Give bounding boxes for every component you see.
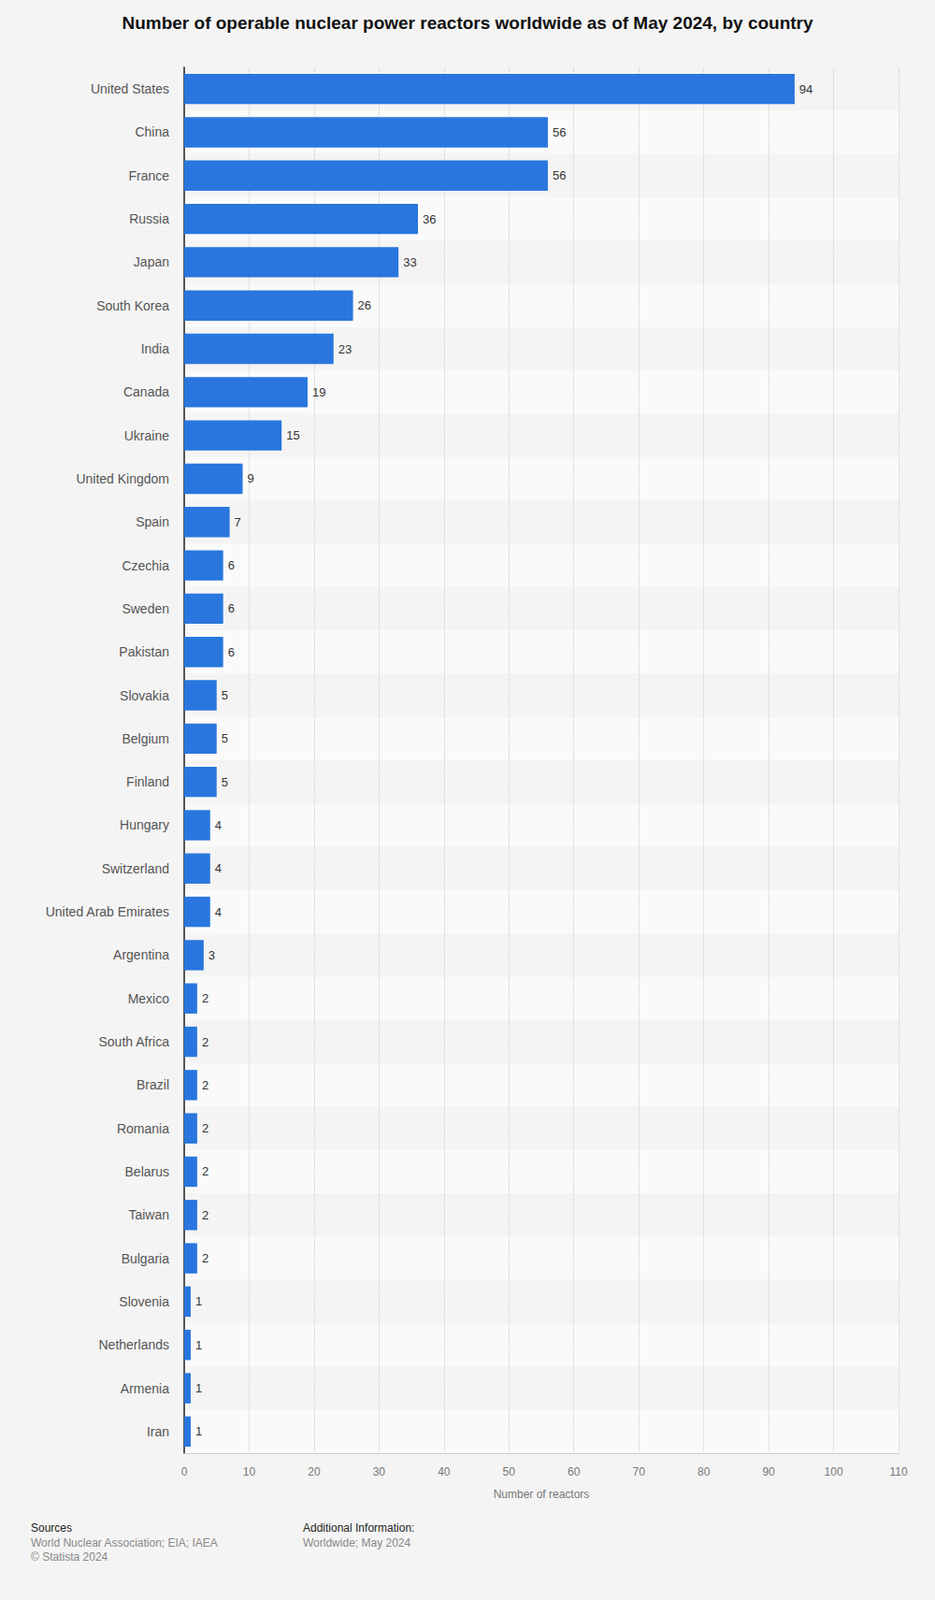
svg-text:90: 90 (762, 1465, 776, 1479)
svg-text:South Africa: South Africa (99, 1034, 171, 1050)
svg-text:Worldwide; May 2024: Worldwide; May 2024 (302, 1536, 411, 1550)
svg-text:Hungary: Hungary (119, 817, 170, 833)
svg-text:7: 7 (234, 515, 242, 530)
svg-text:2: 2 (201, 1251, 209, 1266)
svg-text:23: 23 (338, 342, 352, 357)
svg-text:Russia: Russia (129, 211, 170, 227)
svg-text:2: 2 (201, 1035, 209, 1050)
svg-text:Japan: Japan (133, 254, 170, 270)
svg-text:19: 19 (312, 385, 326, 400)
svg-text:2: 2 (201, 1121, 209, 1136)
svg-text:1: 1 (195, 1380, 202, 1396)
svg-text:40: 40 (437, 1465, 451, 1479)
svg-text:30: 30 (373, 1465, 387, 1479)
svg-text:France: France (128, 168, 170, 184)
svg-text:26: 26 (358, 298, 372, 313)
svg-text:© Statista 2024: © Statista 2024 (30, 1550, 109, 1564)
svg-text:Canada: Canada (123, 384, 170, 400)
svg-text:9: 9 (247, 471, 255, 486)
svg-text:94: 94 (799, 82, 813, 97)
svg-text:Number of reactors: Number of reactors (493, 1487, 590, 1501)
svg-text:Armenia: Armenia (120, 1380, 170, 1396)
svg-text:Switzerland: Switzerland (101, 861, 170, 877)
svg-text:Additional Information:: Additional Information: (302, 1521, 415, 1535)
svg-text:0: 0 (181, 1465, 188, 1479)
svg-text:5: 5 (221, 775, 229, 790)
svg-text:India: India (141, 341, 171, 357)
svg-text:10: 10 (243, 1465, 257, 1479)
svg-text:70: 70 (632, 1465, 647, 1479)
svg-text:33: 33 (402, 255, 417, 270)
svg-text:56: 56 (552, 168, 566, 183)
svg-text:2: 2 (201, 1164, 209, 1179)
svg-text:Czechia: Czechia (121, 558, 170, 574)
svg-text:1: 1 (195, 1337, 202, 1353)
svg-text:World Nuclear Association; EIA: World Nuclear Association; EIA; IAEA (30, 1536, 218, 1550)
svg-text:Slovakia: Slovakia (119, 688, 170, 704)
svg-text:United States: United States (90, 81, 170, 97)
svg-text:5: 5 (221, 688, 229, 703)
svg-text:100: 100 (824, 1465, 844, 1479)
svg-text:Finland: Finland (126, 774, 170, 790)
svg-text:Netherlands: Netherlands (99, 1337, 171, 1353)
svg-text:1: 1 (195, 1424, 202, 1439)
svg-text:Romania: Romania (116, 1121, 170, 1137)
svg-text:Ukraine: Ukraine (124, 428, 170, 444)
svg-text:Pakistan: Pakistan (118, 644, 170, 660)
svg-text:110: 110 (889, 1465, 907, 1479)
svg-text:Belgium: Belgium (121, 731, 170, 747)
svg-text:6: 6 (228, 558, 235, 573)
svg-text:50: 50 (503, 1465, 517, 1479)
svg-text:36: 36 (422, 212, 436, 227)
svg-text:Spain: Spain (135, 514, 170, 530)
svg-text:Brazil: Brazil (136, 1077, 170, 1093)
svg-text:80: 80 (697, 1465, 711, 1479)
svg-text:Sources: Sources (30, 1521, 72, 1535)
svg-text:60: 60 (567, 1465, 581, 1479)
svg-text:56: 56 (552, 125, 566, 140)
svg-text:20: 20 (307, 1465, 321, 1479)
svg-text:Argentina: Argentina (113, 947, 170, 963)
svg-text:Belarus: Belarus (125, 1164, 170, 1180)
svg-text:4: 4 (215, 905, 222, 920)
svg-text:3: 3 (208, 948, 216, 963)
svg-text:4: 4 (215, 861, 222, 876)
svg-text:China: China (134, 124, 170, 140)
svg-text:4: 4 (215, 818, 222, 833)
svg-text:2: 2 (201, 991, 209, 1006)
svg-text:1: 1 (195, 1294, 202, 1309)
svg-text:Bulgaria: Bulgaria (121, 1251, 171, 1266)
svg-text:5: 5 (221, 731, 229, 746)
svg-text:Mexico: Mexico (128, 991, 171, 1007)
svg-text:South Korea: South Korea (96, 298, 170, 314)
svg-text:15: 15 (286, 428, 300, 443)
svg-text:United Arab Emirates: United Arab Emirates (45, 904, 170, 920)
svg-text:6: 6 (228, 601, 235, 616)
svg-text:Sweden: Sweden (121, 601, 170, 617)
svg-text:United Kingdom: United Kingdom (75, 471, 170, 487)
svg-text:Iran: Iran (146, 1424, 170, 1439)
svg-text:Number of operable nuclear pow: Number of operable nuclear power reactor… (121, 13, 814, 33)
svg-text:2: 2 (201, 1208, 209, 1223)
svg-text:Taiwan: Taiwan (128, 1207, 170, 1223)
svg-text:Slovenia: Slovenia (118, 1294, 170, 1309)
svg-text:6: 6 (228, 645, 235, 660)
svg-text:2: 2 (201, 1078, 209, 1093)
